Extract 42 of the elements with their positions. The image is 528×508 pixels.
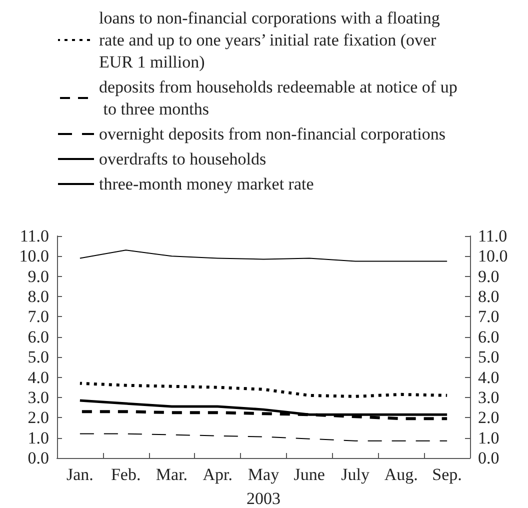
legend-label: three-month money market rate: [99, 174, 314, 194]
y-tick-label: 1.0: [28, 428, 49, 448]
y2-tick-label: 5.0: [478, 348, 500, 367]
line-series: [78, 382, 449, 398]
legend-label: loans to non-financial corporations with a floating rate and up to one years’ initial rate fixation (over EUR 1 million): [99, 8, 444, 72]
x-axis-title: 2003: [246, 489, 280, 508]
y-tick-label: 10.0: [19, 246, 49, 266]
y2-tick-label: 2.0: [478, 408, 500, 428]
y-tick-label: 8.0: [28, 287, 49, 306]
x-tick-label: Mar.: [156, 465, 188, 484]
x-tick-label: June: [294, 465, 325, 484]
y2-tick-label: 9.0: [478, 266, 500, 286]
x-tick-label: Feb.: [110, 465, 141, 484]
x-tick-label: Apr.: [202, 465, 232, 484]
y-tick-label: 4.0: [28, 368, 49, 387]
line-series: [79, 433, 448, 442]
legend-label: overdrafts to households: [99, 150, 266, 168]
y-tick-label: 0.0: [28, 448, 49, 468]
x-tick-label: May: [248, 465, 280, 484]
y-tick-label: 6.0: [28, 327, 49, 346]
y2-tick-label: 4.0: [478, 368, 500, 387]
y2-tick-label: 0.0: [478, 448, 500, 468]
y2-tick-label: 8.0: [478, 287, 500, 306]
y2-tick-label: 3.0: [478, 388, 500, 407]
y-tick-label: 11.0: [20, 226, 49, 246]
x-tick-label: Jan.: [66, 465, 94, 484]
y-tick-label: 9.0: [28, 266, 49, 286]
y-tick-label: 3.0: [28, 388, 49, 407]
x-tick-label: July: [341, 465, 370, 484]
legend-label: overnight deposits from non-financial corporations: [99, 124, 446, 144]
x-tick-label: Sep.: [432, 465, 462, 484]
y2-tick-label: 1.0: [478, 428, 500, 448]
line-series: [78, 399, 448, 416]
y-tick-label: 2.0: [28, 408, 49, 428]
y2-tick-label: 11.0: [478, 226, 508, 246]
y-tick-label: 5.0: [28, 348, 49, 367]
y2-tick-label: 10.0: [478, 246, 508, 266]
y-tick-label: 7.0: [28, 307, 49, 326]
line-series: [79, 250, 448, 262]
y2-tick-label: 6.0: [478, 327, 500, 346]
x-tick-label: Aug.: [384, 465, 418, 484]
y2-tick-label: 7.0: [478, 307, 500, 326]
